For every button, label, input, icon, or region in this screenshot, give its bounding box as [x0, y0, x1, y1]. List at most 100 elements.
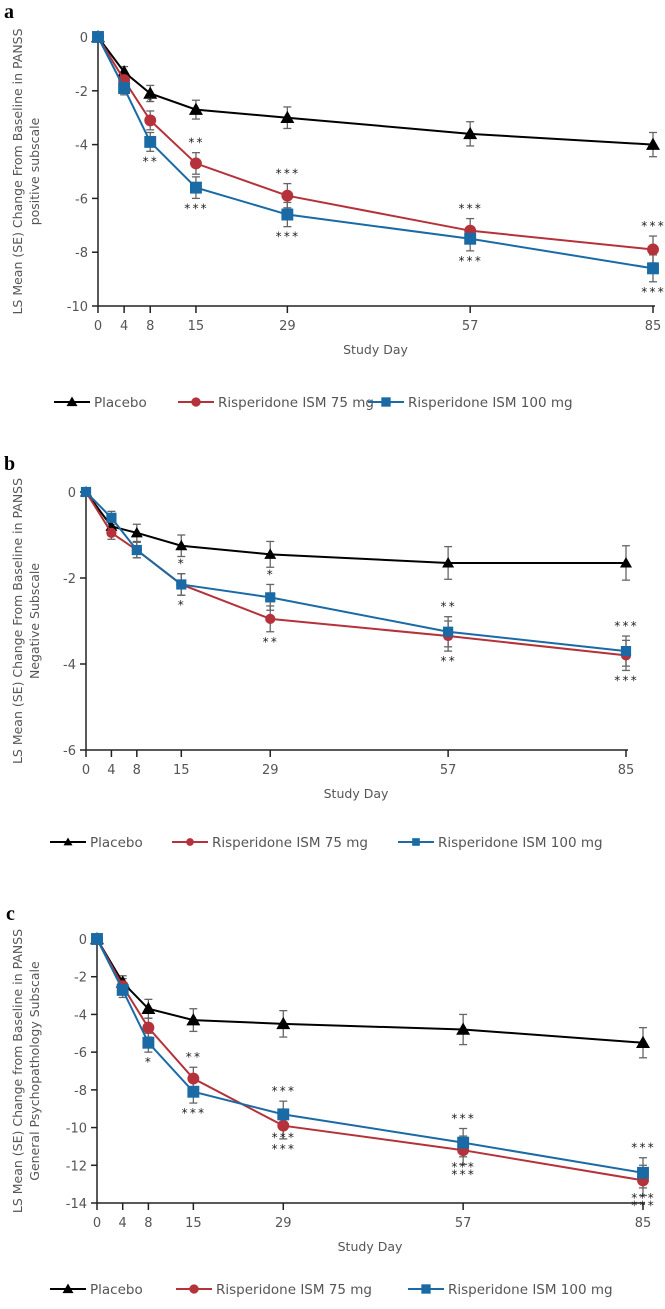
significance-label: *** [451, 1160, 476, 1174]
data-point-square [637, 1166, 649, 1179]
significance-label: *** [271, 1131, 296, 1145]
legend-label: Risperidone ISM 75 mg [216, 1282, 372, 1298]
y-tick-label: -6 [74, 1046, 87, 1061]
legend-label: Risperidone ISM 100 mg [448, 1282, 613, 1298]
x-axis-title: Study Day [324, 786, 389, 801]
legend-item: Placebo [54, 395, 147, 411]
legend-marker-square [412, 838, 420, 846]
x-tick-label: 85 [635, 1216, 652, 1231]
y-axis-title-line: LS Mean (SE) Change From Baseline in PAN… [10, 28, 25, 314]
data-point-circle [277, 1119, 290, 1132]
y-tick-label: -2 [63, 572, 76, 587]
legend-marker-circle [189, 1284, 199, 1294]
y-axis-title-line: LS Mean (SE) Change from Baseline in PAN… [10, 929, 25, 1213]
y-axis-title-line: positive subscale [27, 117, 42, 225]
x-tick-label: 8 [146, 319, 154, 334]
data-point-triangle [280, 110, 295, 123]
significance-label: *** [631, 1141, 656, 1155]
significance-label: * [177, 598, 185, 612]
y-tick-label: -10 [67, 300, 88, 315]
y-tick-label: -10 [66, 1122, 87, 1137]
significance-label: * [266, 567, 274, 581]
data-point-square [457, 1136, 470, 1149]
y-tick-label: -6 [63, 744, 76, 759]
y-tick-label: -6 [75, 192, 88, 207]
data-point-circle [647, 243, 659, 256]
legend-item: Risperidone ISM 75 mg [178, 395, 374, 411]
x-tick-label: 57 [440, 763, 457, 778]
legend-item: Risperidone ISM 75 mg [176, 1282, 372, 1298]
data-point-triangle [463, 126, 478, 140]
series-line-triangle [97, 36, 654, 146]
data-point-triangle [188, 102, 203, 115]
x-tick-label: 85 [645, 319, 662, 334]
data-point-square [118, 82, 131, 95]
x-tick-label: 15 [173, 763, 190, 778]
data-point-triangle [130, 526, 143, 538]
legend-label: Risperidone ISM 75 mg [218, 395, 374, 411]
panel-label: c [6, 903, 15, 925]
data-point-triangle [456, 1022, 471, 1035]
data-point-circle [144, 114, 157, 127]
data-point-square [142, 1036, 155, 1049]
panel-label: b [4, 453, 15, 475]
legend-item: Risperidone ISM 100 mg [408, 1282, 613, 1298]
data-point-triangle [264, 548, 277, 559]
significance-label: *** [275, 230, 300, 244]
legend: Placebo Risperidone ISM 75 mg Risperidone … [54, 395, 573, 411]
legend-label: Risperidone ISM 100 mg [408, 395, 573, 411]
data-point-square [265, 592, 276, 603]
data-point-triangle [143, 86, 158, 99]
legend-label: Placebo [90, 835, 143, 851]
data-point-square [131, 544, 142, 556]
y-axis-title: LS Mean (SE) Change From Baseline in PAN… [10, 28, 42, 314]
series-line-triangle [85, 491, 626, 564]
x-tick-label: 4 [119, 1216, 127, 1231]
y-tick-label: -4 [74, 1008, 87, 1023]
chart-panel-c: c 0 -2 -4 -6 -8 -10 -12 -14 0 4 8 15 29 57 85 Study Day L… [6, 903, 656, 1298]
x-tick-label: 4 [120, 319, 128, 334]
x-tick-label: 8 [144, 1216, 152, 1231]
legend-item: Placebo [50, 1282, 143, 1298]
y-axis-title-line: LS Mean (SE) Change From Baseline in PAN… [10, 478, 25, 764]
data-point-triangle [186, 1013, 201, 1026]
x-axis-title: Study Day [338, 1239, 403, 1254]
x-tick-label: 4 [107, 763, 115, 778]
significance-label: *** [631, 1191, 656, 1205]
y-tick-label: -8 [74, 1084, 87, 1099]
legend-marker-triangle [63, 837, 73, 846]
legend-marker-square [381, 397, 391, 407]
data-point-circle [281, 189, 294, 202]
x-tick-label: 57 [455, 1216, 472, 1231]
x-tick-label: 0 [82, 763, 90, 778]
data-point-square [443, 626, 454, 637]
y-tick-label: -2 [75, 85, 88, 100]
y-axis-title-line: General Psychopathology Subscale [27, 961, 42, 1181]
legend-label: Risperidone ISM 100 mg [438, 835, 603, 851]
data-point-square [620, 646, 632, 657]
data-point-square [187, 1085, 200, 1098]
data-point-square [281, 208, 294, 221]
significance-label: ** [142, 154, 158, 168]
chart-panel-b: b 0 -2 -4 -6 0 4 8 15 29 57 85 Study Day LS Mean (SE)… [4, 453, 637, 851]
significance-label: *** [458, 202, 483, 216]
legend-marker-circle [186, 838, 194, 846]
legend-item: Risperidone ISM 75 mg [172, 835, 368, 851]
significance-label: *** [458, 254, 483, 268]
significance-label: *** [271, 1142, 296, 1156]
y-tick-label: -12 [66, 1159, 87, 1174]
series-line-circle [97, 36, 654, 251]
series-line-square [97, 36, 654, 270]
data-point-square [116, 983, 129, 996]
legend-label: Risperidone ISM 75 mg [212, 835, 368, 851]
significance-label: *** [631, 1198, 656, 1212]
y-tick-label: 0 [80, 31, 88, 46]
data-point-square [144, 135, 157, 148]
data-point-square [647, 262, 659, 275]
y-tick-label: -8 [75, 246, 88, 261]
data-point-square [176, 579, 187, 590]
significance-label: ** [440, 600, 456, 614]
y-tick-label: -4 [75, 139, 88, 154]
x-tick-label: 0 [94, 319, 102, 334]
